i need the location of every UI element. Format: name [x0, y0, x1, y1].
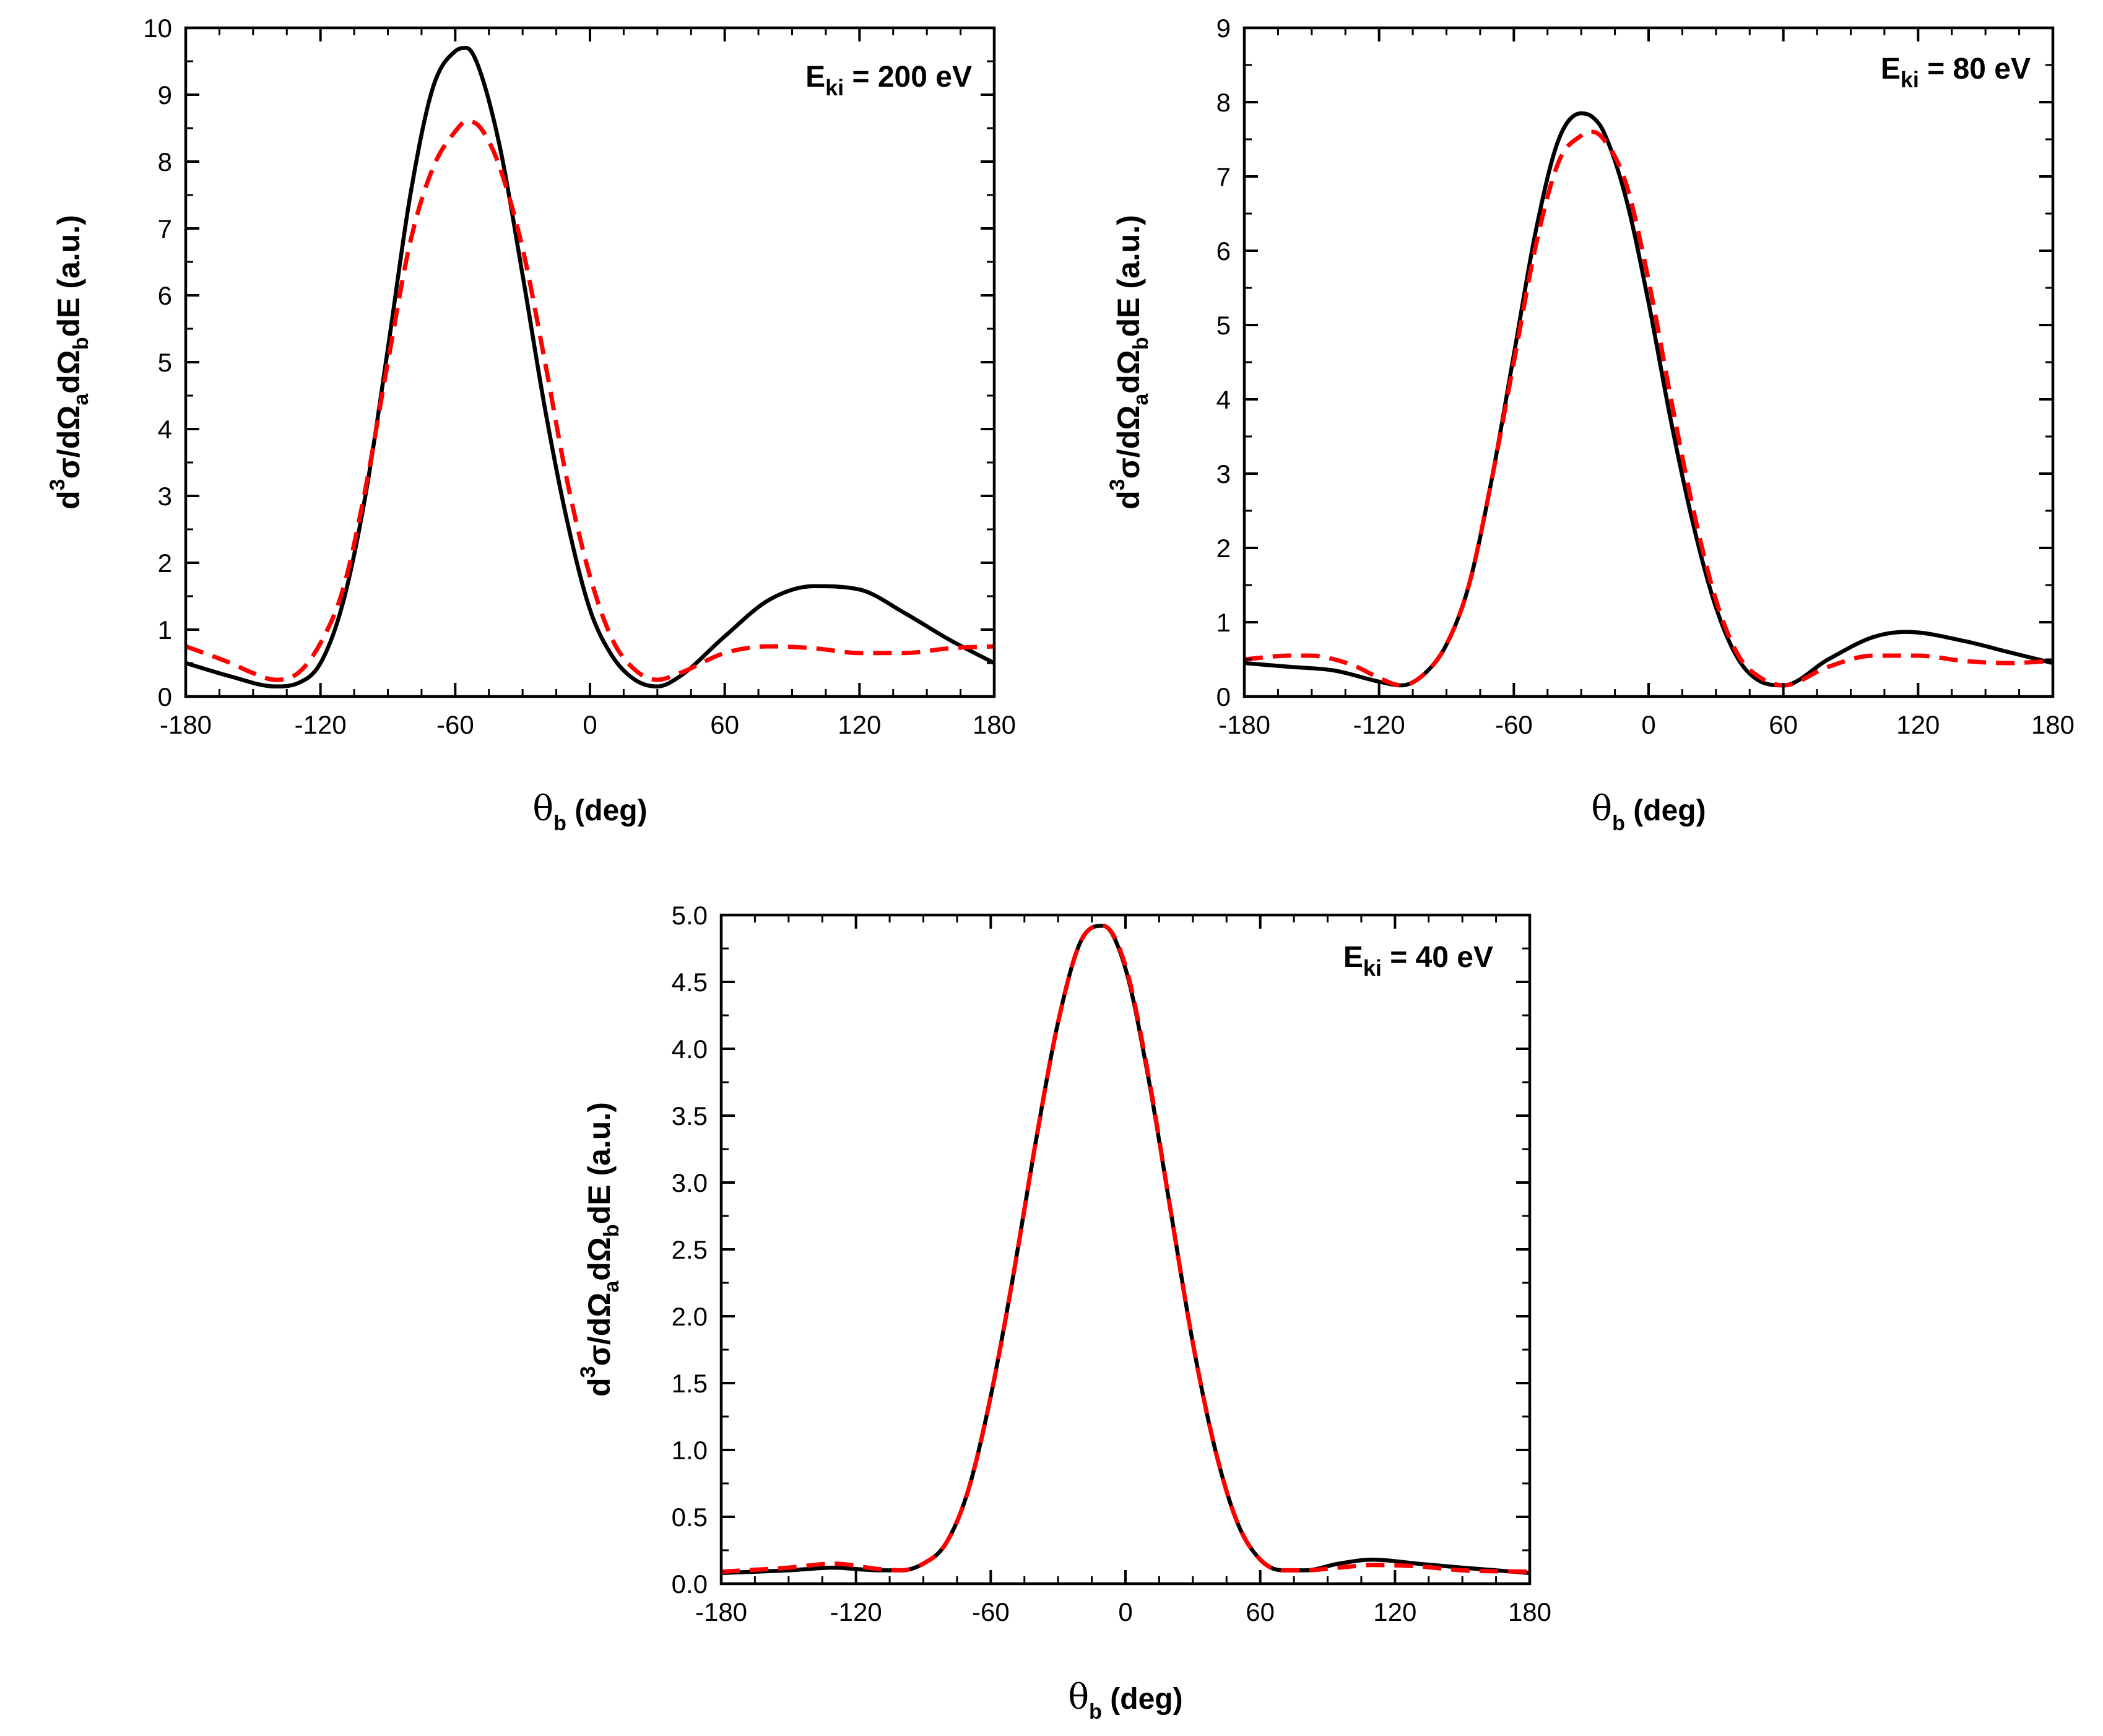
y-tick-label: 3 — [158, 482, 172, 511]
x-axis-label-200ev: θb (deg) — [532, 789, 647, 835]
axis-ticks-40ev — [720, 914, 1531, 1585]
x-tick-label: 120 — [838, 710, 881, 739]
x-tick-label: 120 — [1896, 710, 1940, 739]
y-tick-label: 6 — [158, 281, 172, 310]
x-tick-label: 0 — [1118, 1597, 1132, 1626]
x-tick-label: 120 — [1373, 1597, 1416, 1626]
y-tick-label: 1.0 — [672, 1436, 708, 1465]
y-tick-label: 0.0 — [672, 1569, 708, 1599]
plot-frame-200ev — [184, 26, 996, 698]
y-tick-label: 2 — [158, 549, 172, 578]
y-axis-label-80ev: d3σ/dΩadΩbdE (a.u.) — [1106, 215, 1153, 510]
chart-panel-40ev: -180 -120 -60 0 60 120 180 0.0 0.5 1.0 1.5 2.0 2.5 3.… — [576, 901, 1551, 1724]
series-line-solid — [721, 924, 1530, 1575]
series-line-dashed — [721, 923, 1530, 1574]
chart-panel-200ev: -180 -120 -60 0 60 120 180 0 1 2 3 4 5 6 7 8 9 10 Eki = 2… — [46, 14, 1016, 835]
y-tick-label: 5 — [158, 348, 172, 377]
series-line-dashed — [186, 119, 994, 682]
chart-marks-200ev — [186, 46, 994, 689]
chart-marks-40ev — [721, 923, 1530, 1575]
energy-annotation-80ev: Eki = 80 eV — [1881, 53, 2031, 92]
series-line-solid — [1244, 111, 2053, 688]
x-tick-label: 180 — [1508, 1597, 1551, 1626]
chart-marks-80ev — [1244, 111, 2053, 688]
x-tick-label: 60 — [1769, 710, 1798, 739]
x-tick-label: -180 — [160, 710, 212, 739]
x-axis-label-40ev: θb (deg) — [1068, 1677, 1182, 1724]
y-tick-label: 3.0 — [672, 1168, 708, 1197]
y-tick-label: 2.0 — [672, 1302, 708, 1331]
energy-annotation-200ev: Eki = 200 eV — [805, 61, 972, 100]
series-line-dashed — [1244, 129, 2053, 688]
x-tick-label: -60 — [1495, 710, 1533, 739]
x-tick-label: -180 — [1218, 710, 1270, 739]
y-tick-label: 2.5 — [672, 1235, 708, 1264]
energy-annotation-40ev: Eki = 40 eV — [1343, 941, 1493, 981]
y-tick-label: 3 — [1216, 459, 1231, 488]
tick-labels-200ev: -180 -120 -60 0 60 120 180 0 1 2 3 4 5 6 7 8 9 10 — [143, 14, 1016, 739]
x-tick-label: 60 — [1246, 1597, 1275, 1626]
tick-labels-40ev: -180 -120 -60 0 60 120 180 0.0 0.5 1.0 1.5 2.0 2.5 3.… — [672, 901, 1551, 1626]
series-line-solid — [186, 46, 994, 689]
y-axis-label-40ev: d3σ/dΩadΩbdE (a.u.) — [576, 1102, 623, 1397]
y-tick-label: 4 — [158, 415, 172, 444]
x-tick-label: -180 — [695, 1597, 747, 1626]
y-tick-label: 6 — [1216, 237, 1231, 266]
y-tick-label: 9 — [1216, 14, 1231, 43]
y-tick-label: 2 — [1216, 534, 1231, 563]
y-tick-label: 0 — [1216, 682, 1231, 711]
y-tick-label: 4.0 — [672, 1035, 708, 1064]
x-tick-label: -60 — [436, 710, 474, 739]
x-tick-label: 180 — [2031, 710, 2075, 739]
axis-ticks-80ev — [1243, 27, 2054, 698]
chart-panel-80ev: -180 -120 -60 0 60 120 180 0 1 2 3 4 5 6 7 8 9 Eki = 80 … — [1106, 14, 2075, 835]
x-tick-label: 0 — [1641, 710, 1655, 739]
y-tick-label: 7 — [158, 214, 172, 243]
x-tick-label: -120 — [1353, 710, 1405, 739]
y-tick-label: 1.5 — [672, 1369, 708, 1398]
x-tick-label: 0 — [583, 710, 597, 739]
y-tick-label: 7 — [1216, 162, 1231, 191]
y-tick-label: 10 — [143, 14, 172, 43]
y-tick-label: 0.5 — [672, 1503, 708, 1532]
y-tick-label: 8 — [1216, 88, 1231, 117]
plot-frame-80ev — [1242, 26, 2055, 698]
y-tick-label: 5.0 — [672, 901, 708, 930]
plot-frame-40ev — [719, 913, 1532, 1586]
y-tick-label: 1 — [1216, 608, 1231, 637]
y-tick-label: 0 — [158, 682, 172, 711]
x-tick-label: -120 — [295, 710, 347, 739]
tick-labels-80ev: -180 -120 -60 0 60 120 180 0 1 2 3 4 5 6 7 8 9 — [1216, 14, 2075, 739]
x-tick-label: 60 — [710, 710, 739, 739]
y-tick-label: 9 — [158, 80, 172, 110]
x-tick-label: -60 — [972, 1597, 1010, 1626]
x-tick-label: -120 — [830, 1597, 882, 1626]
x-tick-label: 180 — [973, 710, 1016, 739]
y-tick-label: 5 — [1216, 311, 1231, 340]
y-tick-label: 8 — [158, 147, 172, 176]
y-tick-label: 3.5 — [672, 1101, 708, 1131]
y-tick-label: 1 — [158, 615, 172, 644]
y-axis-label-200ev: d3σ/dΩadΩbdE (a.u.) — [46, 215, 93, 510]
y-tick-label: 4.5 — [672, 968, 708, 997]
y-tick-label: 4 — [1216, 385, 1231, 414]
x-axis-label-80ev: θb (deg) — [1591, 789, 1706, 835]
